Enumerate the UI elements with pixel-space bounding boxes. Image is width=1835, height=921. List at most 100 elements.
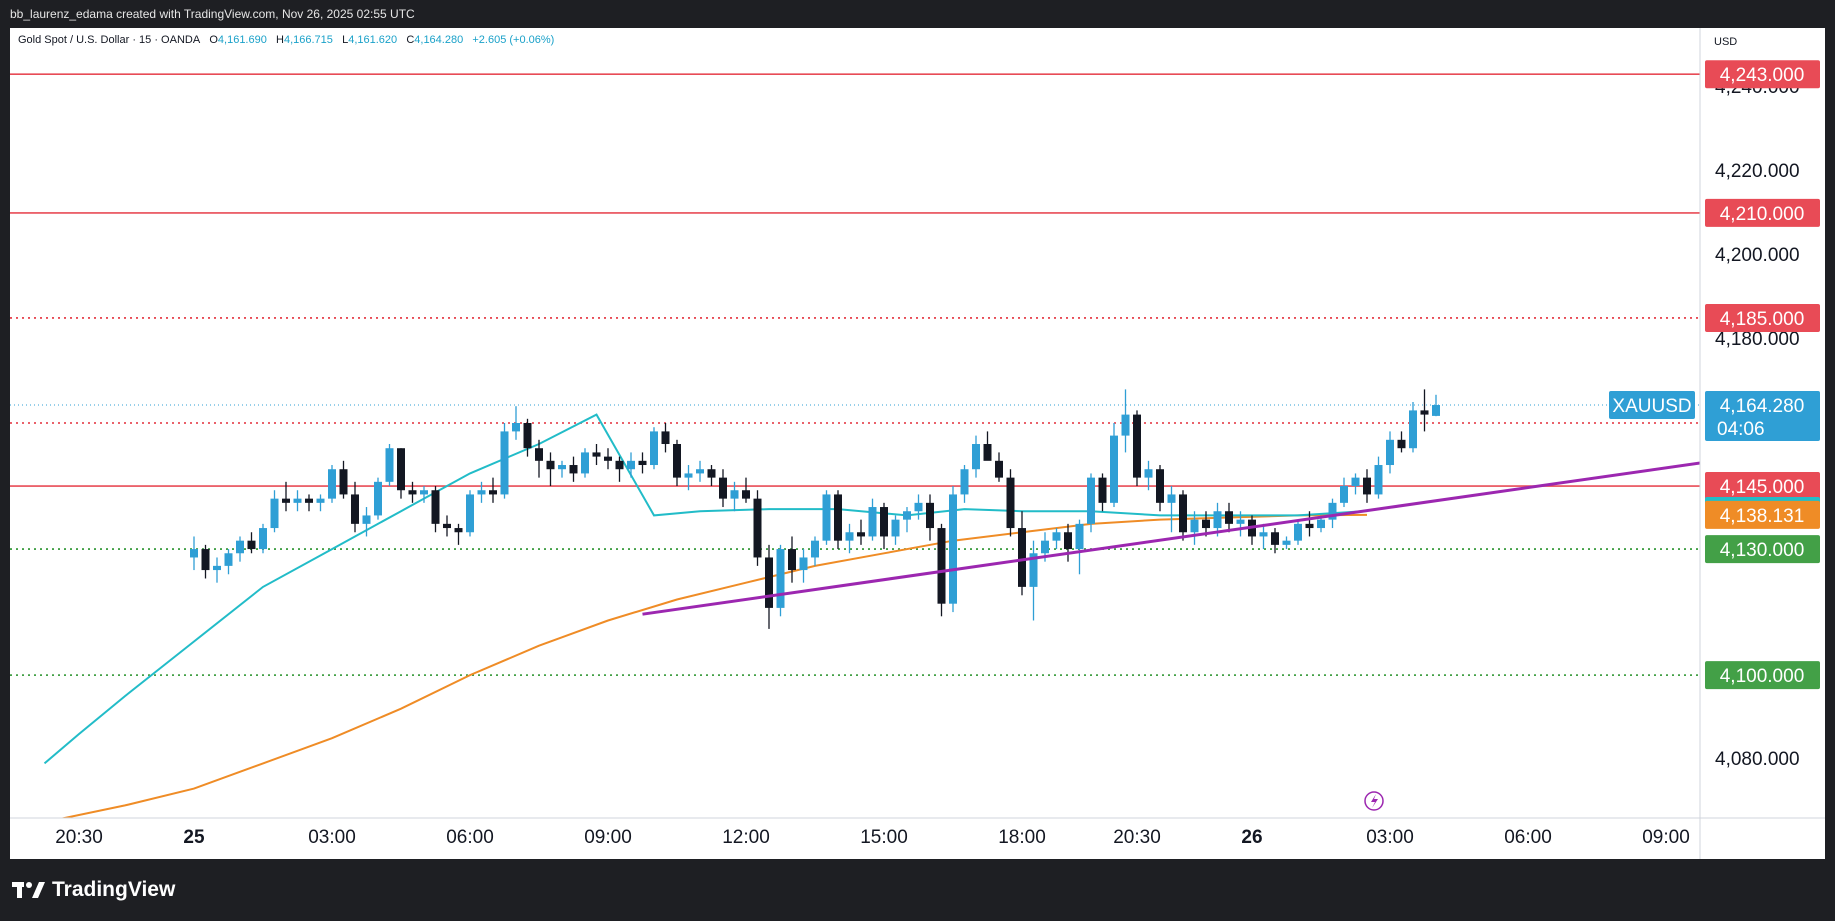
candle-body (1340, 486, 1348, 503)
candle-body (569, 465, 578, 474)
candle-body (684, 473, 693, 478)
symbol-tag: XAUUSD (1612, 396, 1691, 417)
candle-body (1351, 477, 1360, 487)
candle-body (926, 502, 934, 529)
candle-body (374, 481, 382, 516)
candle-body (1259, 532, 1268, 537)
candle-body (1110, 435, 1118, 503)
candle-body (983, 444, 992, 461)
candle-body (535, 448, 543, 461)
currency-label: USD (1714, 36, 1738, 48)
candle-body (661, 431, 670, 445)
candle-body (627, 460, 635, 470)
x-tick-label: 03:00 (1366, 827, 1414, 848)
candle-body (914, 502, 923, 512)
trendline-group[interactable] (642, 461, 1701, 616)
tradingview-logo[interactable]: TradingView (12, 878, 175, 902)
x-tick-label: 03:00 (308, 827, 356, 848)
x-tick-label: 12:00 (722, 827, 770, 848)
candle-body (1202, 519, 1210, 529)
candle-body (408, 490, 417, 495)
close-label: C (406, 34, 415, 46)
candle-body (581, 452, 589, 474)
candle-body (615, 460, 624, 470)
candle-body (305, 498, 313, 503)
candle-body (707, 469, 716, 478)
candle-body (638, 460, 647, 466)
candle-body (282, 498, 290, 503)
candle-body (1041, 540, 1049, 554)
level-price-label-bg (1705, 198, 1820, 227)
candle-body (753, 498, 762, 558)
open-value: 4,161.690 (217, 34, 267, 46)
candle-body (1098, 477, 1107, 503)
candle-body (937, 528, 946, 604)
candle-body (1236, 519, 1245, 524)
horizontal-levels (10, 73, 1700, 677)
candle-body (1213, 511, 1222, 529)
candle-body (190, 549, 198, 558)
symbol-name: Gold Spot / U.S. Dollar · 15 · OANDA (18, 34, 201, 46)
candle-body (1029, 553, 1038, 587)
candle-body (834, 494, 842, 541)
level-price-label-bg (1705, 472, 1820, 501)
candle-body (880, 507, 888, 537)
candle-body (466, 494, 474, 533)
candle-body (293, 498, 302, 503)
candle-body (316, 498, 325, 503)
candle-body (328, 469, 336, 499)
x-tick-label: 09:00 (1642, 827, 1690, 848)
candle-body (1386, 439, 1394, 466)
x-tick-label: 26 (1241, 827, 1262, 848)
candle-body (224, 553, 233, 566)
candle-body (1087, 477, 1095, 524)
candle-body (1006, 477, 1015, 529)
candle-body (1018, 528, 1026, 587)
candle-body (776, 549, 785, 608)
candle-body (1179, 494, 1187, 533)
candle-body (558, 465, 566, 470)
ma-slow-line (59, 513, 1368, 818)
candle-body (1156, 469, 1164, 503)
candle-body (857, 532, 865, 537)
candle-body (604, 456, 612, 461)
high-value: 4,166.715 (283, 34, 333, 46)
candle-body (868, 507, 877, 537)
candle-body (489, 490, 497, 495)
level-price-label: 4,243.000 (1720, 65, 1805, 86)
candle-body (213, 565, 221, 571)
chart-panel[interactable] (10, 28, 1825, 859)
high-label: H (276, 34, 284, 46)
candle-body (259, 528, 267, 550)
attribution-bar: bb_laurenz_edama created with TradingVie… (0, 0, 1835, 28)
candle-body (845, 532, 854, 541)
low-label: L (342, 34, 349, 46)
time-axis[interactable]: 20:30 25 03:00 06:00 09:00 12:00 15:00 18:00 20:… (10, 791, 1825, 848)
level-price-label: 4,185.000 (1720, 309, 1805, 330)
candle-body (949, 494, 957, 604)
candle-body (650, 431, 658, 466)
ma-fast-line (43, 413, 1368, 765)
price-labels: 4,243.0004,210.0004,185.0004,160.0004,14… (1609, 60, 1820, 690)
candle-body (1282, 540, 1291, 545)
candle-body (420, 490, 428, 495)
candle-body (247, 540, 256, 550)
candle-body (385, 448, 394, 482)
low-value: 4,161.620 (348, 34, 398, 46)
candle-body (477, 490, 486, 495)
symbol-tag-bg (1609, 391, 1695, 420)
candle-body (903, 511, 911, 520)
price-axis[interactable]: 4,240.0004,220.0004,200.0004,180.0004,08… (1699, 28, 1800, 859)
level-price-label-bg (1705, 661, 1820, 690)
candle-body (1144, 469, 1153, 478)
moving-averages (43, 413, 1368, 818)
candle-body (1409, 410, 1417, 449)
candle-body (1190, 519, 1199, 533)
candle-body (351, 494, 359, 524)
candle-body (1121, 414, 1130, 436)
level-price-label-bg (1705, 535, 1820, 564)
x-tick-label: 06:00 (446, 827, 494, 848)
attribution-text: bb_laurenz_edama created with TradingVie… (10, 7, 415, 21)
level-price-label: 4,130.000 (1720, 540, 1805, 561)
